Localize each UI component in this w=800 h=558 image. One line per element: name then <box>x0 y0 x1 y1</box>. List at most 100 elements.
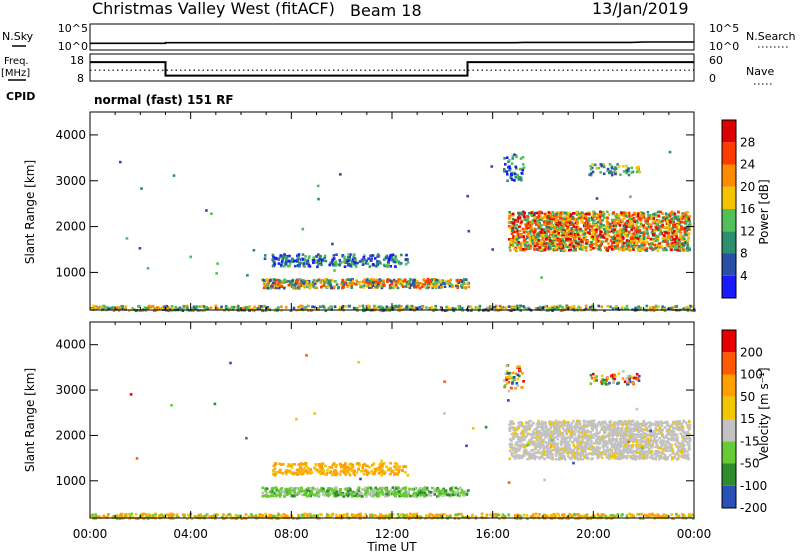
range-cell <box>333 286 336 289</box>
range-cell <box>275 495 278 498</box>
range-cell <box>267 287 270 290</box>
range-cell <box>346 466 349 469</box>
range-cell <box>591 163 594 166</box>
range-cell <box>563 215 566 218</box>
range-cell <box>657 306 660 309</box>
range-cell <box>538 215 541 218</box>
range-cell <box>389 473 392 476</box>
range-cell <box>632 241 635 244</box>
range-cell <box>291 258 294 261</box>
range-cell <box>543 220 546 223</box>
range-cell <box>659 233 662 236</box>
range-cell <box>508 169 511 172</box>
range-cell <box>640 218 643 221</box>
range-cell <box>255 514 258 517</box>
range-cell <box>265 494 268 497</box>
nsky-label: N.Sky <box>2 30 34 43</box>
range-cell <box>558 238 561 241</box>
range-cell <box>306 262 309 265</box>
range-cell <box>463 282 466 285</box>
range-cell <box>333 257 336 260</box>
range-cell <box>643 233 646 236</box>
range-cell <box>289 281 292 284</box>
range-cell <box>467 286 470 289</box>
range-cell <box>669 237 672 240</box>
range-cell <box>557 232 560 235</box>
range-cell <box>534 212 537 215</box>
range-cell <box>534 229 537 232</box>
range-cell <box>126 237 129 240</box>
range-cell <box>140 187 143 190</box>
range-cell <box>676 239 679 242</box>
range-cell <box>433 493 436 496</box>
range-cell <box>596 197 599 200</box>
range-cell <box>479 305 482 308</box>
range-cell <box>514 514 517 517</box>
range-cell <box>508 305 511 308</box>
range-cell <box>590 241 593 244</box>
range-cell <box>215 272 218 275</box>
range-cell <box>583 232 586 235</box>
range-cell <box>370 494 373 497</box>
range-cell <box>602 240 605 243</box>
range-cell <box>572 236 575 239</box>
range-cell <box>542 235 545 238</box>
range-cell <box>331 243 334 246</box>
range-cell <box>210 306 213 309</box>
range-cell <box>541 217 544 220</box>
range-cell <box>362 263 365 266</box>
range-cell <box>543 217 546 220</box>
range-cell <box>319 513 322 516</box>
range-cell <box>682 236 685 239</box>
range-cell <box>161 513 164 516</box>
range-cell <box>663 234 666 237</box>
range-cell <box>220 306 223 309</box>
range-cell <box>614 245 617 248</box>
range-cell <box>398 468 401 471</box>
range-cell <box>374 489 377 492</box>
range-cell <box>313 514 316 517</box>
range-cell <box>572 216 575 219</box>
range-cell <box>125 305 128 308</box>
range-cell <box>582 515 585 518</box>
range-cell <box>684 515 687 518</box>
range-cell <box>294 265 297 268</box>
range-cell <box>579 217 582 220</box>
range-cell <box>291 280 294 283</box>
range-cell <box>639 171 642 174</box>
range-cell <box>595 224 598 227</box>
noise-panel: N.Sky N.Search 10^5 10^0 10^5 10^0 <box>2 22 796 53</box>
range-cell <box>356 471 359 474</box>
range-cell <box>581 221 584 224</box>
range-cell <box>130 513 133 516</box>
range-cell <box>661 245 664 248</box>
range-cell <box>339 173 342 176</box>
range-cell <box>611 244 614 247</box>
range-cell <box>522 248 525 251</box>
range-cell <box>313 306 316 309</box>
range-cell <box>643 244 646 247</box>
range-cell <box>390 265 393 268</box>
range-cell <box>272 488 275 491</box>
range-cell <box>522 235 525 238</box>
range-cell <box>430 491 433 494</box>
range-cell <box>369 284 372 287</box>
range-cell <box>630 223 633 226</box>
range-cell <box>688 248 691 251</box>
range-cell <box>401 495 404 498</box>
ytick-label: 4000 <box>55 128 86 142</box>
range-cell <box>277 489 280 492</box>
range-cell <box>313 279 316 282</box>
range-cell <box>644 226 647 229</box>
range-cell <box>275 471 278 474</box>
range-cell <box>615 515 618 518</box>
range-cell <box>637 240 640 243</box>
range-cell <box>291 487 294 490</box>
range-cell <box>457 287 460 290</box>
range-cell <box>253 249 256 252</box>
range-cell <box>612 236 615 239</box>
range-cell <box>594 164 597 167</box>
range-cell <box>535 223 538 226</box>
range-cell <box>396 463 399 466</box>
range-cell <box>371 464 374 467</box>
